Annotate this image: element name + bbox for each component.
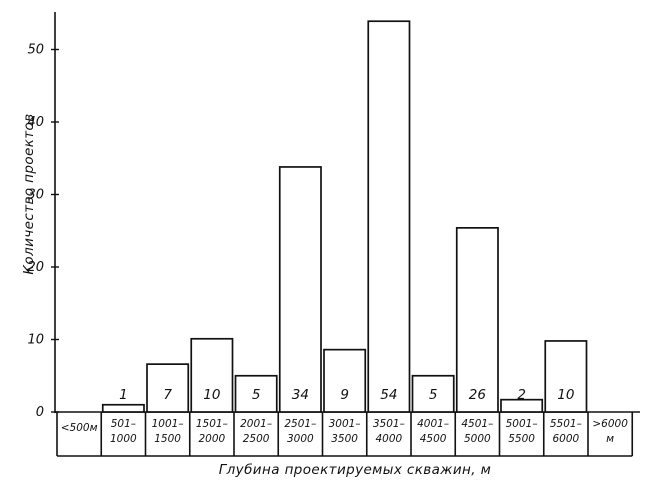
category-label: 1001– 1500	[152, 418, 184, 445]
y-tick-label: 40	[27, 115, 44, 130]
category-label-line: 1501–	[196, 418, 228, 430]
category-label: 4001– 4500	[417, 418, 449, 445]
bar	[367, 20, 411, 413]
bar-value-label: 1	[119, 387, 128, 403]
category-label-line: 3501–	[373, 418, 405, 430]
bar	[278, 166, 322, 413]
category-label-line: 1001–	[152, 418, 184, 430]
category-label-line: 5500	[508, 433, 535, 445]
category-label: 1501– 2000	[196, 418, 228, 445]
x-axis-title: Глубина проектируемых скважин, м	[219, 462, 492, 478]
category-label-line: 4000	[376, 433, 403, 445]
y-tick-label: 30	[27, 188, 44, 203]
y-axis-title: Количество проектов	[21, 113, 37, 274]
category-label: >6000 м	[592, 418, 628, 445]
bar	[544, 340, 588, 413]
bar	[323, 348, 367, 413]
bar	[146, 363, 190, 413]
category-label-line: 2000	[199, 433, 226, 445]
y-tick-label: 50	[27, 43, 44, 58]
category-label-line: м	[606, 433, 614, 445]
bar-value-label: 9	[340, 387, 349, 403]
bar-value-label: 34	[292, 387, 309, 403]
y-axis-ticks: 0 10 20 30 40 50	[27, 43, 59, 420]
category-label-line: 2501–	[284, 418, 316, 430]
bar-value-label: 10	[557, 387, 574, 403]
category-labels: <500м 501– 1000 1001– 1500 1501– 2000 2001– 2500…	[61, 418, 628, 445]
bar	[101, 403, 145, 413]
y-tick-label: 0	[36, 405, 44, 420]
bar	[190, 337, 234, 413]
category-label-line: 2001–	[240, 418, 272, 430]
category-label-line: 3001–	[329, 418, 361, 430]
category-label-line: 5001–	[506, 418, 538, 430]
category-label-line: 4001–	[417, 418, 449, 430]
bar	[411, 374, 455, 413]
bar-value-label: 2	[517, 387, 526, 403]
bar-value-label: 26	[469, 387, 486, 403]
category-label-line: 3500	[331, 433, 358, 445]
bar-value-label: 5	[429, 387, 438, 403]
category-label: 5001– 5500	[506, 418, 538, 445]
category-label-line: 3000	[287, 433, 314, 445]
category-label-line: 5000	[464, 433, 491, 445]
category-label-line: <500м	[61, 422, 98, 434]
category-label: 3501– 4000	[373, 418, 405, 445]
bar-value-labels: 1 7 10 5 34 9 54 5 26 2 10	[119, 387, 574, 403]
category-label: 5501– 6000	[550, 418, 582, 445]
category-label-line: 6000	[553, 433, 580, 445]
category-label: <500м	[61, 422, 98, 434]
bars	[101, 20, 588, 413]
category-label-line: 1500	[154, 433, 181, 445]
y-tick-label: 20	[27, 260, 44, 275]
category-label-line: >6000	[592, 418, 628, 430]
bar	[455, 227, 499, 413]
bar-value-label: 7	[163, 387, 172, 403]
bar-value-label: 5	[252, 387, 261, 403]
category-label: 2001– 2500	[240, 418, 272, 445]
category-label-line: 4501–	[461, 418, 493, 430]
category-label: 4501– 5000	[461, 418, 493, 445]
category-label-line: 5501–	[550, 418, 582, 430]
bar	[234, 374, 278, 413]
category-label: 501– 1000	[110, 418, 137, 445]
bar-value-label: 54	[380, 387, 397, 403]
category-label-line: 1000	[110, 433, 137, 445]
bar	[500, 398, 544, 413]
category-label: 3001– 3500	[329, 418, 361, 445]
bar-value-label: 10	[203, 387, 220, 403]
category-label-line: 501–	[111, 418, 136, 430]
y-tick-label: 10	[27, 333, 44, 348]
category-label-line: 2500	[243, 433, 270, 445]
category-label: 2501– 3000	[284, 418, 316, 445]
category-label-line: 4500	[420, 433, 447, 445]
